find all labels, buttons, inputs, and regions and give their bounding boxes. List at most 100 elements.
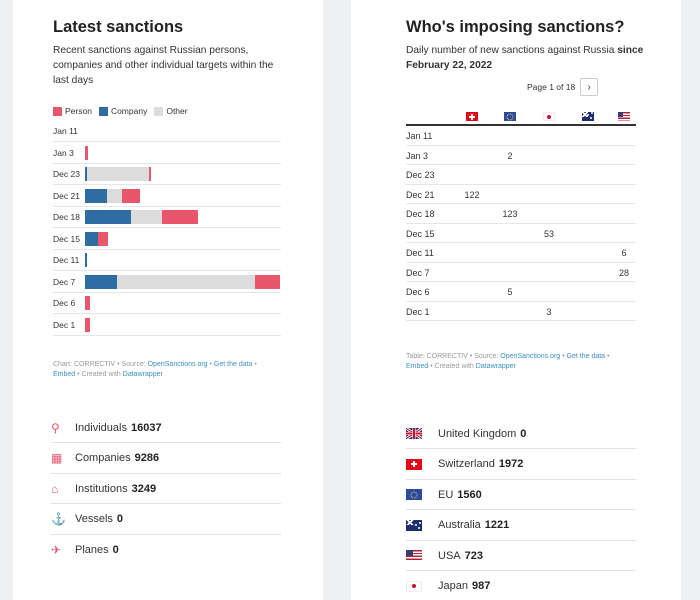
table-row: Dec 21 122 [406,185,636,204]
source-link[interactable]: OpenSanctions.org [500,353,561,360]
table-date-cell: Dec 11 [406,248,434,258]
country-value: 723 [464,549,483,562]
source-link[interactable]: OpenSanctions.org [147,361,208,368]
au-flag-icon [406,519,422,531]
table-date-cell: Dec 7 [406,267,430,278]
bar-stack [85,231,281,246]
legend-swatch-person [53,106,62,116]
legend-swatch-company [98,106,108,116]
credits-text: • Created with [75,371,123,378]
bar-stack [85,253,281,267]
bar-person [85,317,91,332]
table-date-cell: Dec 21 [406,189,435,200]
legend-other: Other [154,106,188,116]
embed-link[interactable]: Embed [53,371,76,378]
bar-row: Dec 18 [53,207,281,228]
table-date-cell: Dec 23 [406,170,435,180]
bar-person [255,274,280,289]
legend-company: Company [98,106,148,116]
legend-swatch-other [154,106,164,116]
bar-stack [85,317,281,332]
country-row: USA 723 [406,541,636,571]
bar-stack [85,274,281,289]
country-value: 987 [471,580,491,592]
bar-category-label: Dec 18 [53,212,80,222]
credits-text: Chart: CORRECTIV • Source: [53,361,148,368]
table-date-cell: Jan 3 [406,150,429,161]
datawrapper-link[interactable]: Datawrapper [475,363,516,370]
usa-flag-icon [618,112,630,121]
stat-row: ⚓ Vessels 0 [51,505,281,535]
country-value: 1972 [498,458,524,470]
table-value-cell: 122 [464,189,480,200]
bar-company [85,188,107,203]
embed-link[interactable]: Embed [406,363,429,370]
legend-label-other: Other [166,106,188,116]
bar-category-label: Dec 21 [53,190,80,201]
table-value-cell: 3 [546,306,552,317]
bar-stack [85,188,281,203]
bar-category-label: Dec 11 [53,255,80,265]
get-data-link[interactable]: Get the data [566,353,606,360]
stat-label: Individuals [75,421,127,434]
next-page-button[interactable]: › [580,78,599,96]
subtitle-bold-text: since February 22, 2022 [406,45,644,71]
bar-category-label: Dec 1 [53,319,76,330]
stat-value: 0 [112,544,119,556]
pagination: Page 1 of 18 › [527,78,599,96]
legend-label-person: Person [65,106,92,116]
country-name: USA [438,549,461,562]
page-indicator: Page 1 of 18 [527,82,576,92]
institution-icon: ⌂ [51,481,59,496]
bar-person [162,210,199,224]
stat-value: 3249 [131,482,157,495]
chart-subtitle: Recent sanctions against Russian persons… [53,45,274,86]
bar-row: Dec 7 [53,272,281,293]
bar-other [87,167,149,181]
table-row: Dec 6 5 [406,282,636,302]
bar-category-label: Dec 15 [53,233,80,244]
credits-text: • Created with [428,363,476,370]
eu-flag-icon [504,112,516,121]
bar-other [106,188,123,203]
country-value: 1221 [484,519,510,531]
bar-category-label: Jan 11 [53,126,78,136]
bar-stack [85,167,281,181]
country-row: Japan 987 [406,572,636,600]
stat-label: Planes [75,544,109,556]
table-row: Jan 3 2 [406,146,636,165]
bar-person [98,231,108,246]
table-subtitle: Daily number of new sanctions against Ru… [406,43,646,73]
us-flag-icon [406,550,422,561]
country-name: EU [438,488,454,501]
bar-row: Jan 3 [53,143,281,164]
bar-company [85,253,88,267]
switzerland-flag-icon [466,112,478,121]
anchor-icon: ⚓ [51,512,66,526]
chart-credits: Chart: CORRECTIV • Source: OpenSanctions… [53,360,293,380]
bar-row: Dec 11 [53,250,281,271]
country-row: United Kingdom 0 [406,419,636,449]
table-row: Dec 1 3 [406,302,636,321]
table-value-cell: 53 [543,228,554,239]
bar-category-label: Dec 23 [53,169,80,179]
plane-icon: ✈ [51,543,62,557]
legend-label-company: Company [110,106,148,116]
table-row: Dec 15 53 [406,224,636,243]
credits-sep: • [207,361,214,368]
bar-stack [85,124,281,138]
table-date-cell: Dec 1 [406,306,430,317]
bar-category-label: Dec 6 [53,298,76,308]
table-row: Dec 11 6 [406,243,636,263]
country-name: Switzerland [438,458,495,470]
table-header [406,108,636,126]
stat-value: 16037 [130,421,162,434]
bar-row: Dec 1 [53,315,281,336]
stat-label: Companies [75,452,131,464]
datawrapper-link[interactable]: Datawrapper [122,371,163,378]
get-data-link[interactable]: Get the data [213,361,253,368]
stat-row: ✈ Planes 0 [51,535,281,565]
chevron-right-icon: › [587,81,591,93]
table-value-cell: 6 [621,248,627,258]
table-value-cell: 5 [507,287,513,297]
